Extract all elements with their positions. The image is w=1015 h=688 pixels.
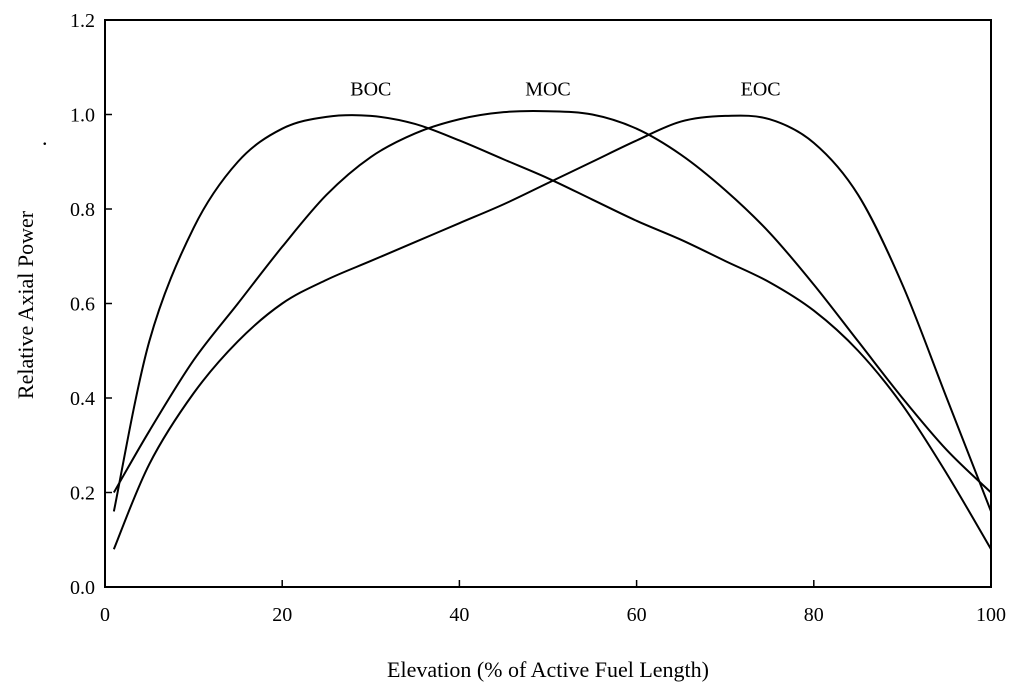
y-tick-label: 0.8 bbox=[70, 199, 95, 221]
y-axis-ticks: 0.0 0.2 0.4 0.6 0.8 1.0 1.2 bbox=[70, 10, 112, 599]
series-line-eoc bbox=[112, 114, 992, 550]
x-tick-label: 40 bbox=[449, 604, 469, 626]
series-label-moc: MOC bbox=[525, 79, 571, 101]
series-curves bbox=[112, 109, 992, 550]
series-label-eoc: EOC bbox=[741, 79, 781, 101]
y-axis-label-mark: . bbox=[42, 125, 48, 150]
y-tick-label: 0.4 bbox=[70, 388, 95, 410]
y-tick-label: 0.0 bbox=[70, 577, 95, 599]
y-tick-label: 0.2 bbox=[70, 483, 95, 505]
y-tick-label: 1.0 bbox=[70, 105, 95, 127]
y-tick-label: 1.2 bbox=[70, 10, 95, 32]
x-axis-ticks: 0 20 40 60 80 100 bbox=[100, 580, 1006, 626]
series-label-boc: BOC bbox=[350, 79, 391, 101]
x-axis-label: Elevation (% of Active Fuel Length) bbox=[387, 657, 709, 682]
x-tick-label: 80 bbox=[804, 604, 824, 626]
y-axis-label: Relative Axial Power bbox=[13, 210, 38, 399]
x-tick-label: 60 bbox=[627, 604, 647, 626]
x-tick-label: 100 bbox=[976, 604, 1006, 626]
series-labels: BOC MOC EOC bbox=[350, 79, 780, 101]
series-line-moc bbox=[112, 109, 992, 494]
y-tick-label: 0.6 bbox=[70, 294, 95, 316]
series-line-boc bbox=[112, 114, 992, 550]
x-tick-label: 0 bbox=[100, 604, 110, 626]
x-tick-label: 20 bbox=[272, 604, 292, 626]
